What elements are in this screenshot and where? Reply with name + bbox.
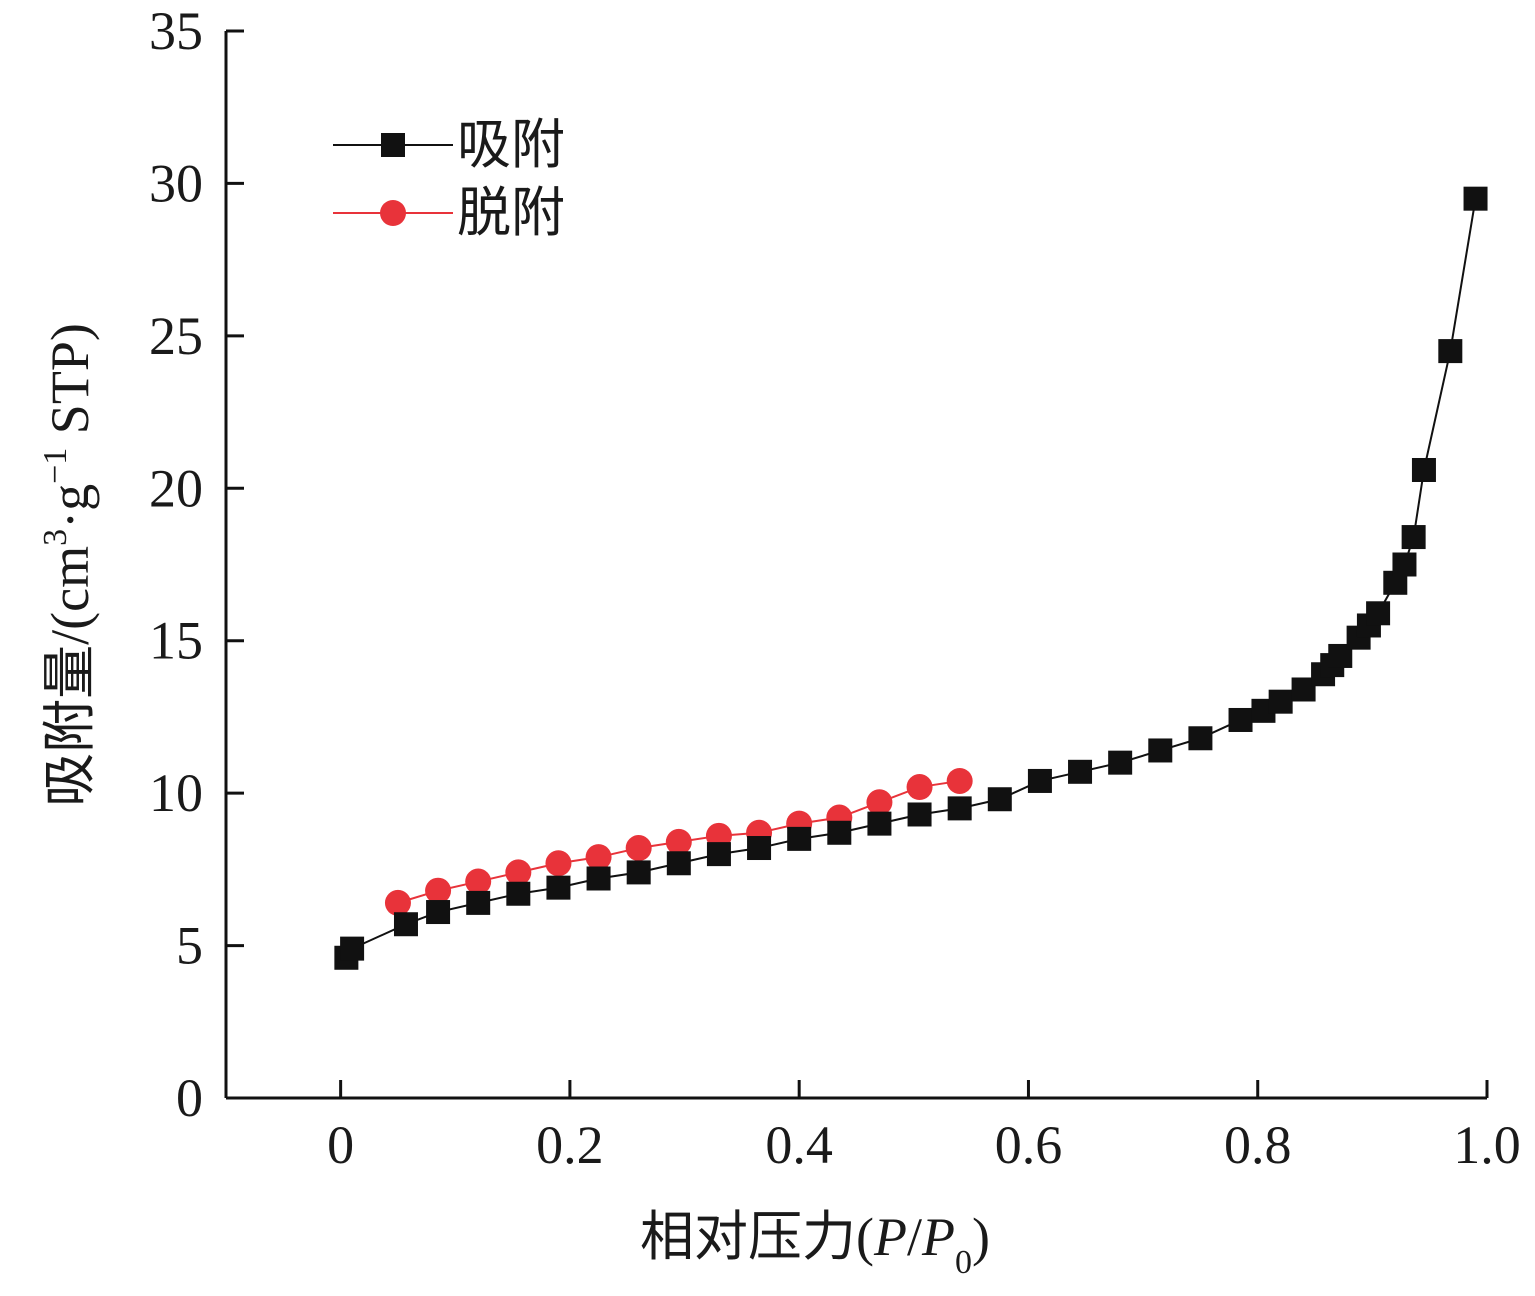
y-axis-title-sup2: −1: [37, 448, 74, 484]
data-point-adsorption: [666, 851, 691, 876]
data-point-adsorption: [340, 936, 365, 961]
data-point-adsorption: [1228, 707, 1253, 732]
data-point-adsorption: [1027, 768, 1052, 793]
data-point-adsorption: [787, 826, 812, 851]
x-axis-title-p: P: [873, 1207, 907, 1267]
legend-marker-desorption: [380, 200, 406, 226]
data-point-adsorption: [1366, 601, 1391, 626]
data-point-adsorption: [626, 860, 651, 885]
data-point-adsorption: [466, 890, 491, 915]
x-tick-label: 1.0: [1453, 1115, 1521, 1175]
data-point-desorption: [384, 889, 411, 916]
x-axis-title-p0: P: [921, 1207, 955, 1267]
data-point-adsorption: [1148, 738, 1173, 763]
y-tick-label: 5: [176, 916, 203, 976]
data-point-desorption: [625, 835, 652, 862]
x-tick-label: 0.4: [765, 1115, 833, 1175]
y-axis-title: 吸附量/(cm3·g−1 STP): [37, 323, 100, 807]
x-tick-label: 0.6: [995, 1115, 1063, 1175]
y-tick-label: 20: [149, 458, 203, 518]
x-axis-title: 相对压力(P/P0): [640, 1207, 990, 1281]
plot-area: [334, 186, 1488, 970]
x-tick-label: 0.8: [1224, 1115, 1292, 1175]
data-point-adsorption: [393, 912, 418, 937]
data-point-adsorption: [907, 802, 932, 827]
y-axis-title-main: 吸附量/(cm: [40, 546, 100, 807]
y-axis-title-dot-g: ·g: [40, 484, 100, 529]
legend-marker-adsorption: [381, 133, 405, 157]
data-point-adsorption: [827, 820, 852, 845]
data-point-adsorption: [1463, 186, 1488, 211]
data-point-adsorption: [426, 900, 451, 925]
x-axis-title-main: 相对压力(: [640, 1207, 874, 1267]
data-point-adsorption: [747, 836, 772, 861]
data-point-desorption: [946, 767, 973, 794]
data-point-adsorption: [1392, 552, 1417, 577]
data-point-desorption: [425, 877, 452, 904]
data-point-adsorption: [867, 811, 892, 836]
data-point-adsorption: [506, 881, 531, 906]
y-axis-title-sup1: 3: [37, 529, 74, 546]
y-tick-label: 30: [149, 153, 203, 213]
data-point-adsorption: [706, 842, 731, 867]
data-point-adsorption: [1268, 689, 1293, 714]
y-tick-label: 0: [176, 1068, 203, 1128]
data-point-desorption: [585, 844, 612, 871]
data-point-adsorption: [947, 796, 972, 821]
y-tick-label: 10: [149, 763, 203, 823]
data-point-adsorption: [987, 787, 1012, 812]
data-point-desorption: [866, 789, 893, 816]
data-point-desorption: [665, 828, 692, 855]
x-tick-label: 0: [327, 1115, 354, 1175]
y-tick-label: 25: [149, 306, 203, 366]
x-axis-title-close: ): [972, 1207, 990, 1267]
axes: 0 5 10 15 20 25 30 35 0 0.2 0.4 0.6 0.8 1.0: [149, 1, 1521, 1175]
data-point-desorption: [465, 868, 492, 895]
data-point-adsorption: [1411, 457, 1436, 482]
data-point-adsorption: [1438, 339, 1463, 364]
y-axis-title-end: STP): [40, 323, 100, 448]
data-point-adsorption: [1188, 726, 1213, 751]
data-point-adsorption: [1068, 759, 1093, 784]
y-tick-label: 15: [149, 611, 203, 671]
data-point-adsorption: [1108, 750, 1133, 775]
x-tick-label: 0.2: [536, 1115, 604, 1175]
data-point-desorption: [505, 859, 532, 886]
data-point-adsorption: [586, 866, 611, 891]
x-axis-title-slash: /: [907, 1207, 922, 1267]
data-point-adsorption: [546, 875, 571, 900]
data-point-desorption: [906, 774, 933, 801]
legend: 吸附 脱附: [333, 115, 565, 243]
series-line-adsorption: [345, 198, 1477, 959]
data-point-adsorption: [1401, 525, 1426, 550]
x-axis-title-sub: 0: [955, 1244, 972, 1281]
legend-label-desorption: 脱附: [457, 183, 565, 243]
data-point-desorption: [545, 850, 572, 877]
legend-label-adsorption: 吸附: [457, 115, 565, 175]
y-tick-label: 35: [149, 1, 203, 61]
